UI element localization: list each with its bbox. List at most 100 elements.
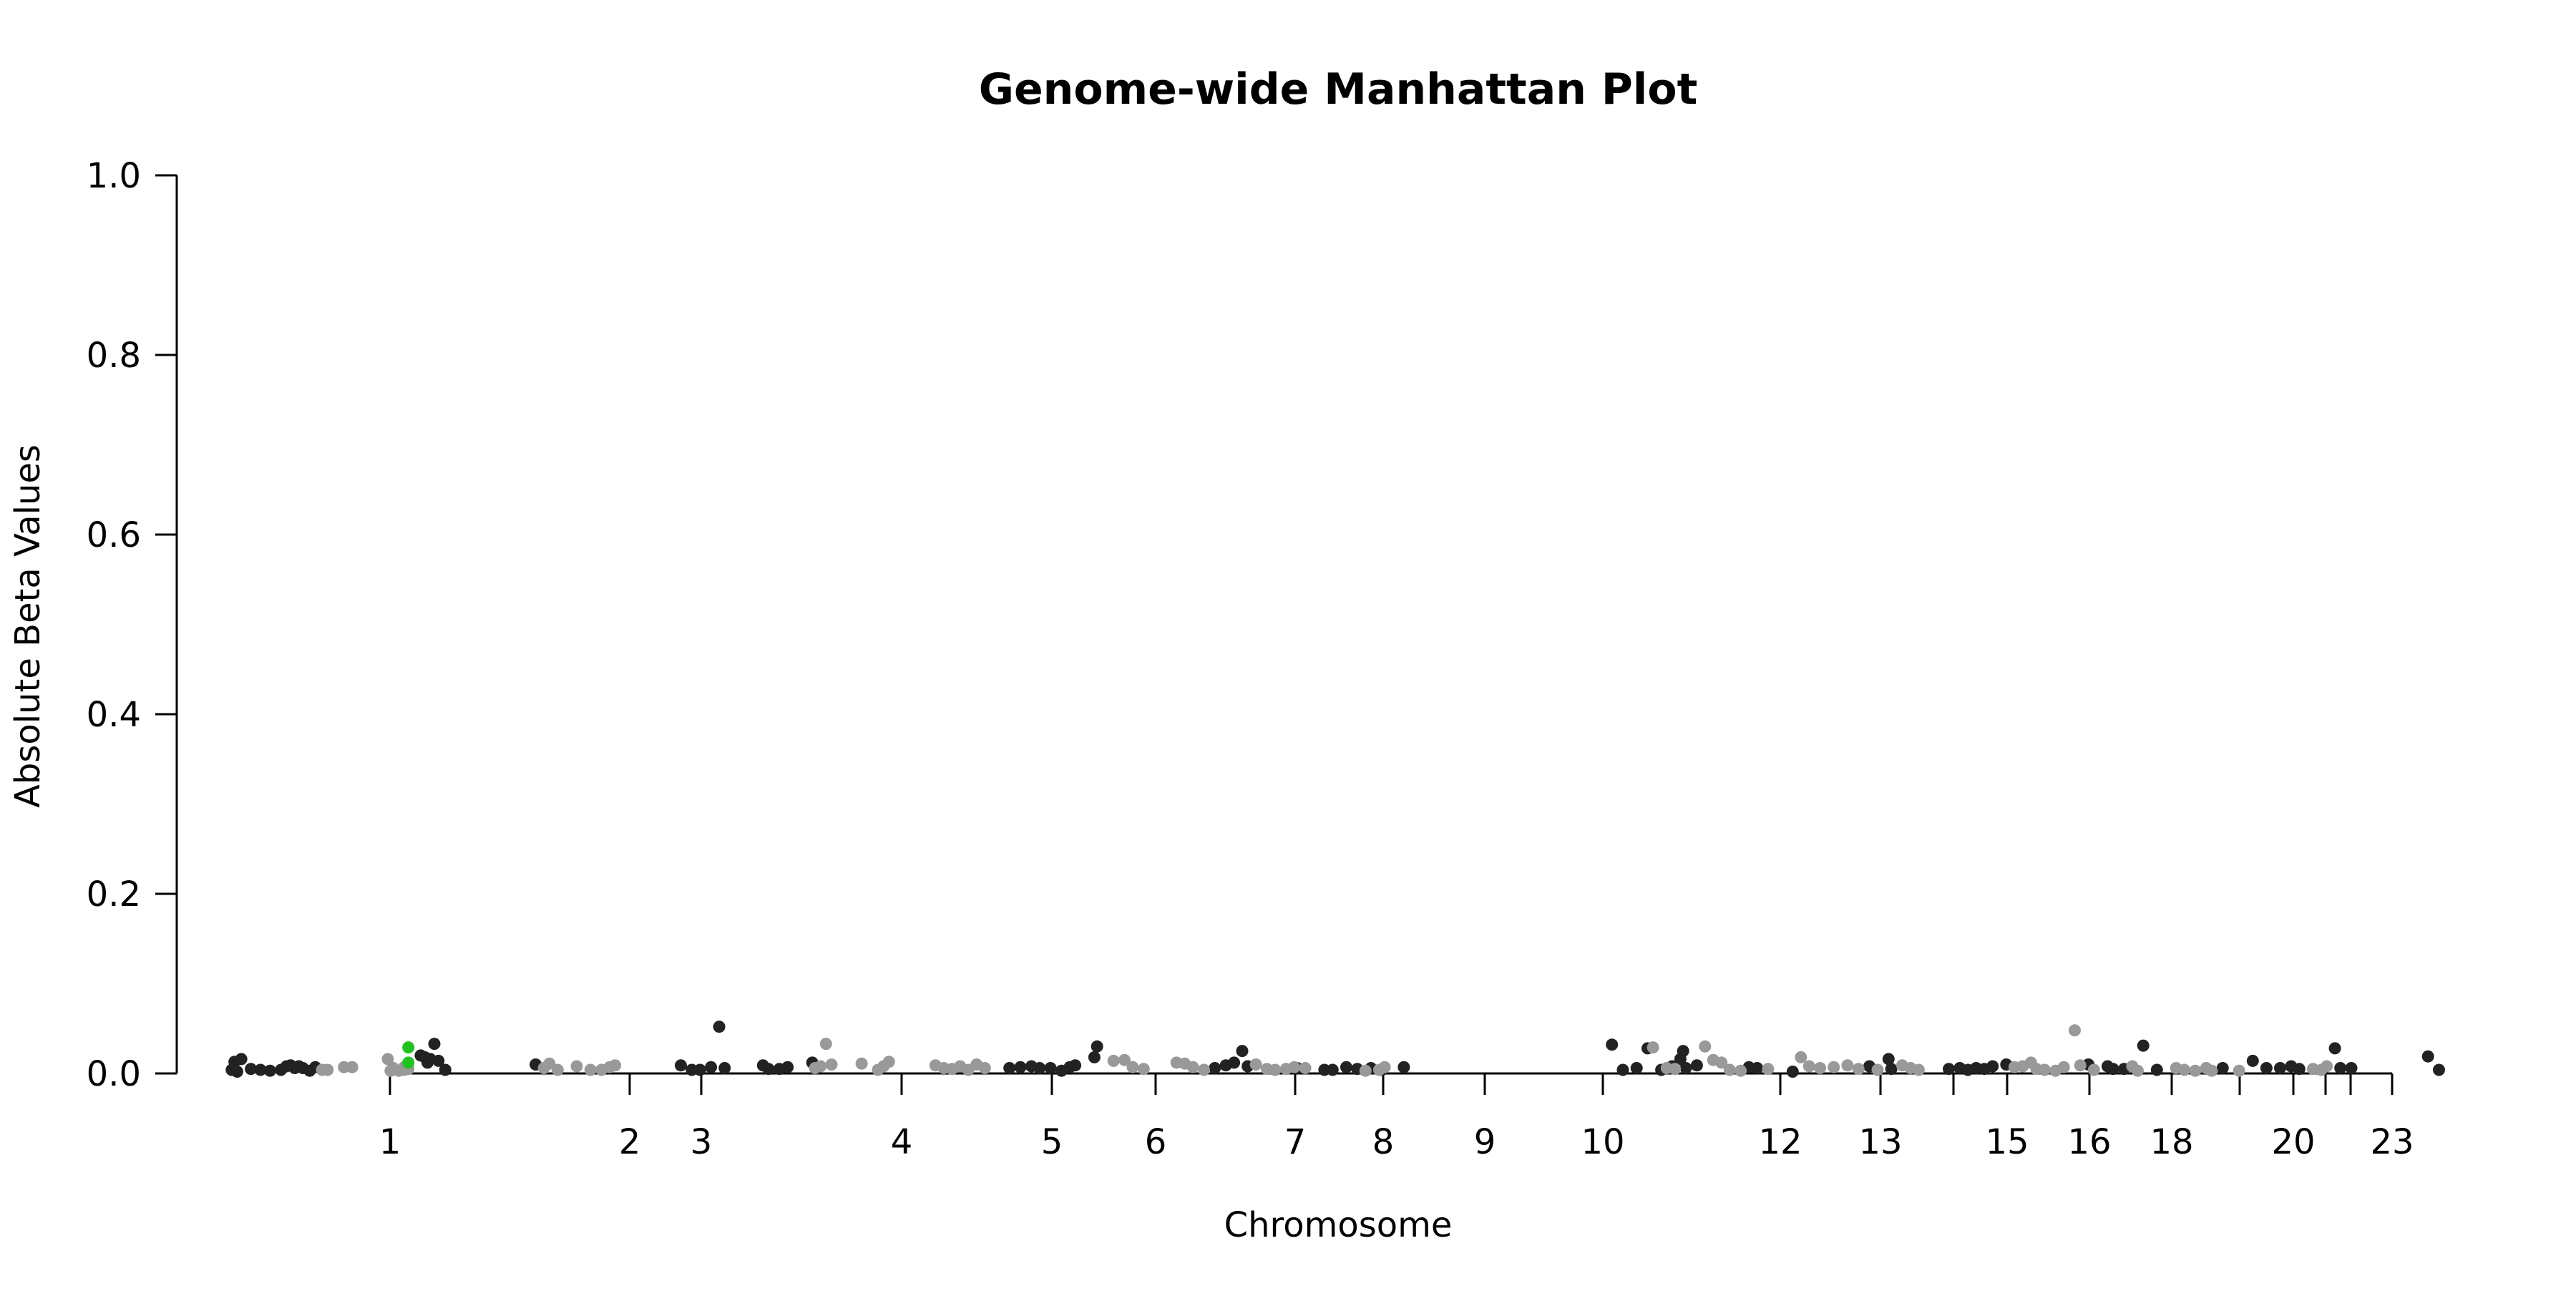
data-point-light — [825, 1058, 838, 1071]
data-point-dark — [2334, 1062, 2347, 1074]
data-point-dark — [1091, 1040, 1103, 1053]
data-point-dark — [1397, 1061, 1410, 1073]
data-point-light — [551, 1063, 564, 1076]
data-point-dark — [693, 1063, 706, 1076]
data-point-dark — [1236, 1045, 1249, 1058]
data-point-light — [2069, 1024, 2081, 1037]
data-point-light — [2132, 1064, 2144, 1077]
data-point-dark — [781, 1061, 794, 1073]
data-point-light — [1126, 1061, 1139, 1073]
x-tick-label: 10 — [1581, 1122, 1624, 1162]
data-point-dark — [245, 1063, 258, 1076]
y-tick-label: 0.6 — [87, 515, 141, 555]
x-tick-label: 9 — [1474, 1122, 1496, 1162]
data-point-light — [2087, 1063, 2100, 1076]
data-point-dark — [1677, 1045, 1689, 1058]
data-point-light — [1137, 1063, 1150, 1076]
data-point-light — [2233, 1064, 2245, 1077]
y-axis: 0.0 0.2 0.4 0.6 0.8 1.0 — [87, 156, 178, 1094]
data-point-light — [1669, 1063, 1682, 1076]
data-point-light — [1795, 1051, 1807, 1063]
data-point-dark — [263, 1064, 276, 1077]
data-point-light — [1198, 1063, 1210, 1076]
data-point-highlight — [402, 1056, 415, 1069]
y-tick-label: 1.0 — [87, 156, 141, 196]
data-point-dark — [1003, 1062, 1016, 1074]
data-point-dark — [1326, 1063, 1339, 1076]
data-point-light — [1841, 1059, 1854, 1072]
data-point-light — [570, 1060, 583, 1073]
data-point-light — [1852, 1063, 1865, 1076]
data-point-light — [1646, 1041, 1659, 1054]
data-point-light — [855, 1057, 868, 1070]
data-point-dark — [2150, 1063, 2163, 1076]
x-tick-label: 1 — [379, 1122, 401, 1162]
data-point-light — [819, 1038, 832, 1051]
y-tick-label: 0.0 — [87, 1054, 141, 1094]
data-point-dark — [1943, 1063, 1955, 1076]
data-point-dark — [2328, 1042, 2341, 1055]
x-tick-label: 12 — [1758, 1122, 1802, 1162]
data-point-dark — [1069, 1059, 1082, 1072]
data-point-dark — [762, 1063, 775, 1076]
y-tick-label: 0.8 — [87, 336, 141, 376]
data-point-dark — [1088, 1051, 1101, 1063]
data-point-dark — [1044, 1062, 1057, 1074]
data-point-highlight — [402, 1041, 415, 1054]
data-point-dark — [1751, 1062, 1764, 1074]
data-point-light — [2321, 1060, 2333, 1073]
data-point-dark — [1630, 1062, 1643, 1074]
data-point-dark — [254, 1063, 267, 1076]
data-point-dark — [2293, 1063, 2306, 1076]
data-point-light — [1699, 1040, 1712, 1053]
data-point-dark — [718, 1062, 731, 1074]
data-point-dark — [1882, 1053, 1895, 1066]
data-point-light — [346, 1061, 358, 1073]
data-point-dark — [1033, 1062, 1046, 1074]
data-point-light — [1118, 1053, 1131, 1066]
data-point-dark — [2274, 1062, 2286, 1074]
x-tick-label: 20 — [2271, 1122, 2315, 1162]
y-tick-label: 0.4 — [87, 695, 141, 735]
data-point-dark — [1616, 1063, 1629, 1076]
x-tick-label: 8 — [1372, 1122, 1395, 1162]
data-point-dark — [1209, 1062, 1221, 1074]
data-point-light — [1269, 1063, 1282, 1076]
x-tick-label: 3 — [691, 1122, 713, 1162]
data-point-light — [321, 1063, 334, 1076]
x-tick-label: 23 — [2370, 1122, 2414, 1162]
data-point-light — [1912, 1063, 1925, 1076]
x-tick-label: 16 — [2067, 1122, 2111, 1162]
x-tick-label: 5 — [1041, 1122, 1063, 1162]
data-points — [225, 1020, 2445, 1078]
x-tick-label: 7 — [1284, 1122, 1307, 1162]
y-tick-label: 0.2 — [87, 875, 141, 915]
data-point-dark — [1690, 1059, 1703, 1072]
data-point-dark — [428, 1038, 441, 1051]
data-point-dark — [1228, 1056, 1241, 1069]
data-point-dark — [2246, 1054, 2259, 1067]
data-point-light — [1288, 1061, 1301, 1073]
data-point-dark — [1340, 1061, 1352, 1073]
data-point-light — [882, 1056, 895, 1068]
data-point-dark — [439, 1063, 452, 1076]
data-point-dark — [2137, 1039, 2150, 1052]
data-point-light — [978, 1062, 991, 1074]
data-point-light — [584, 1063, 597, 1076]
data-point-light — [381, 1053, 394, 1066]
x-tick-label: 2 — [619, 1122, 641, 1162]
data-point-dark — [1885, 1063, 1898, 1076]
data-point-dark — [675, 1059, 687, 1072]
data-point-dark — [705, 1061, 718, 1073]
data-point-dark — [1606, 1038, 1619, 1051]
data-point-light — [1723, 1063, 1736, 1076]
x-tick-label: 15 — [1985, 1122, 2029, 1162]
data-point-dark — [235, 1053, 248, 1066]
x-tick-label: 13 — [1858, 1122, 1902, 1162]
data-point-light — [1249, 1058, 1262, 1071]
data-point-light — [1735, 1064, 1747, 1077]
x-tick-label: 4 — [891, 1122, 913, 1162]
data-point-light — [1186, 1061, 1199, 1073]
data-point-light — [814, 1060, 827, 1073]
